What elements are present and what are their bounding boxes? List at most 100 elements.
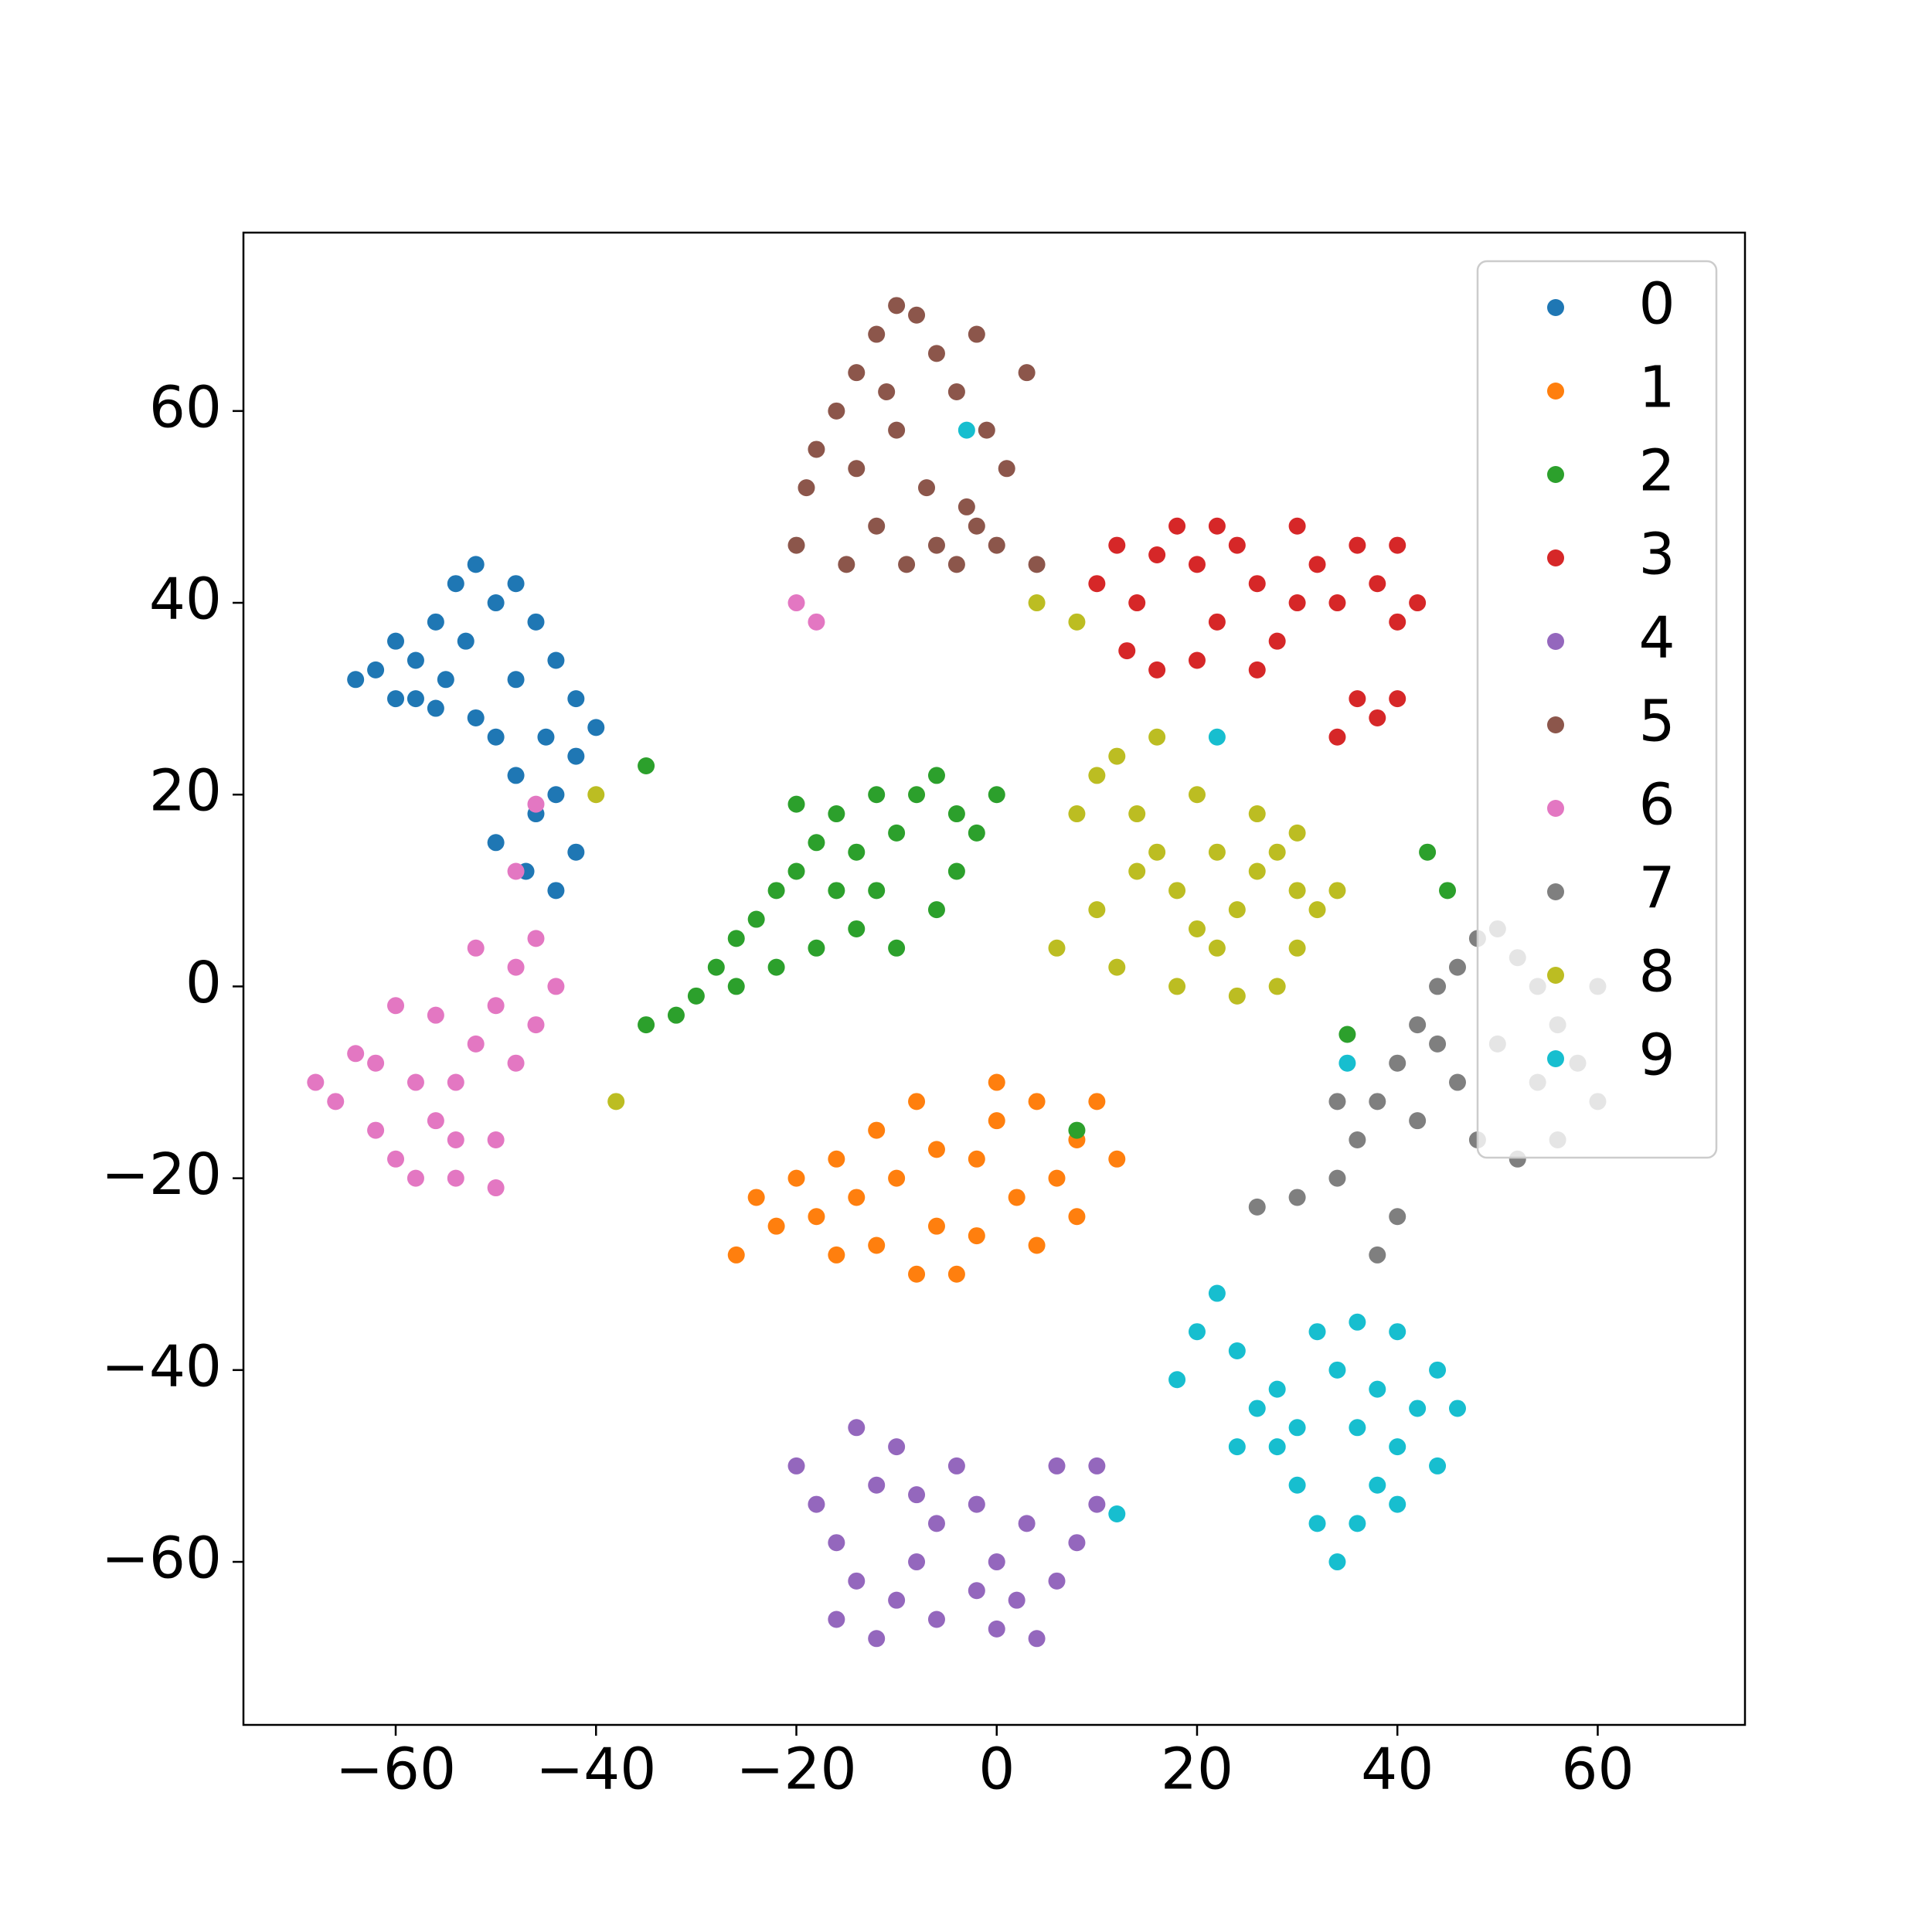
- point: [1148, 728, 1166, 746]
- point: [1188, 651, 1206, 669]
- point: [927, 345, 945, 362]
- point: [947, 862, 965, 880]
- point: [927, 536, 945, 554]
- point: [1048, 1457, 1066, 1475]
- point: [437, 671, 454, 689]
- point: [1349, 690, 1366, 708]
- point: [547, 651, 565, 669]
- point: [888, 1169, 906, 1187]
- point: [1288, 1476, 1306, 1494]
- point: [327, 1093, 345, 1111]
- x-tick-label: −60: [335, 1736, 456, 1803]
- point: [727, 978, 745, 995]
- point: [1308, 1515, 1326, 1532]
- point: [567, 690, 585, 708]
- point: [1018, 1515, 1036, 1532]
- point: [1208, 1284, 1226, 1302]
- point: [1048, 939, 1066, 957]
- x-tick-label: −20: [736, 1736, 856, 1803]
- point: [406, 1073, 424, 1091]
- point: [1208, 728, 1226, 746]
- point: [1168, 978, 1186, 995]
- point: [1008, 1189, 1026, 1206]
- point: [1369, 1476, 1386, 1494]
- point: [1168, 517, 1186, 535]
- point: [1389, 1208, 1406, 1226]
- point: [406, 1169, 424, 1187]
- point: [747, 910, 765, 928]
- point: [1088, 901, 1106, 919]
- y-tick-label: 0: [185, 950, 222, 1016]
- point: [467, 939, 485, 957]
- point: [347, 1045, 365, 1063]
- point: [808, 1495, 825, 1513]
- point: [1448, 958, 1466, 976]
- point: [547, 786, 565, 804]
- point: [1268, 632, 1286, 650]
- point: [947, 1265, 965, 1283]
- x-tick-label: 60: [1561, 1736, 1634, 1803]
- legend-label: 3: [1638, 522, 1675, 588]
- point: [1419, 843, 1437, 861]
- point: [1088, 575, 1106, 593]
- point: [1008, 1591, 1026, 1609]
- point: [1248, 1400, 1266, 1417]
- point: [638, 757, 655, 774]
- point: [927, 901, 945, 919]
- legend-marker: [1547, 967, 1564, 984]
- point: [1028, 1236, 1046, 1254]
- point: [828, 1150, 845, 1168]
- point: [848, 1572, 866, 1590]
- point: [1389, 690, 1406, 708]
- point: [1108, 1505, 1126, 1522]
- point: [347, 671, 365, 689]
- point: [1349, 1515, 1366, 1532]
- point: [1188, 1323, 1206, 1341]
- point: [1268, 1380, 1286, 1398]
- point: [1188, 556, 1206, 573]
- point: [988, 1073, 1005, 1091]
- point: [487, 834, 505, 852]
- point: [888, 297, 906, 315]
- point: [487, 728, 505, 746]
- point: [747, 1189, 765, 1206]
- y-tick-label: 20: [149, 758, 222, 825]
- point: [808, 440, 825, 458]
- point: [1208, 939, 1226, 957]
- point: [1328, 594, 1346, 612]
- point: [968, 517, 985, 535]
- legend-marker: [1547, 549, 1564, 566]
- legend-label: 7: [1638, 855, 1675, 922]
- legend-label: 5: [1638, 689, 1675, 755]
- point: [888, 1438, 906, 1456]
- point: [387, 632, 405, 650]
- point: [828, 1534, 845, 1552]
- point: [1288, 1419, 1306, 1437]
- point: [427, 1006, 444, 1024]
- point: [607, 1093, 625, 1111]
- point: [908, 786, 926, 804]
- point: [367, 1054, 385, 1072]
- legend-box: [1476, 260, 1718, 1159]
- point: [487, 1131, 505, 1148]
- point: [908, 1093, 926, 1111]
- point: [1288, 1189, 1306, 1206]
- point: [1148, 843, 1166, 861]
- legend-label: 4: [1638, 605, 1675, 672]
- point: [1228, 1342, 1246, 1360]
- point: [957, 498, 975, 515]
- point: [1148, 546, 1166, 563]
- point: [1248, 575, 1266, 593]
- point: [848, 1189, 866, 1206]
- point: [1328, 728, 1346, 746]
- point: [968, 1227, 985, 1245]
- point: [927, 767, 945, 784]
- point: [927, 1515, 945, 1532]
- point: [507, 958, 525, 976]
- point: [1328, 1093, 1346, 1111]
- point: [727, 1246, 745, 1264]
- point: [808, 1208, 825, 1226]
- point: [467, 709, 485, 726]
- y-tick-label: 40: [149, 566, 222, 633]
- point: [1188, 920, 1206, 937]
